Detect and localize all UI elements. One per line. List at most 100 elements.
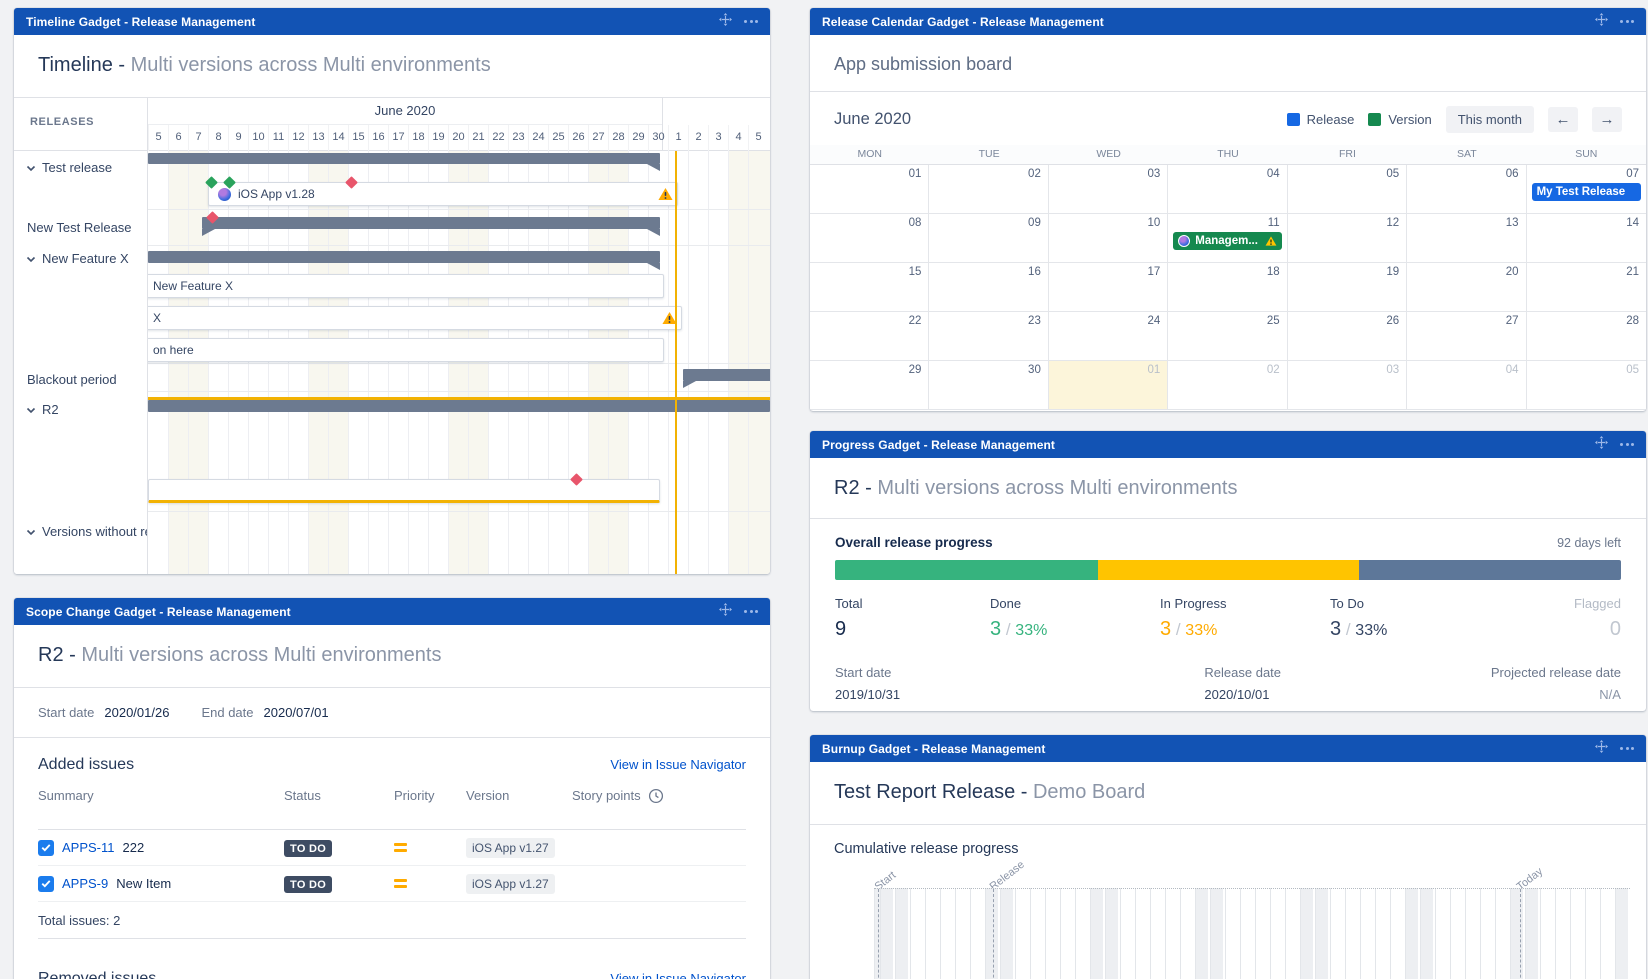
task-issue-type-icon [38,875,54,892]
move-icon[interactable] [1595,12,1608,31]
weekday-label: THU [1217,148,1239,160]
weekday-label: TUE [978,148,1000,160]
timeline-month-label: June 2020 [148,98,662,125]
axis-day-tick: 19 [428,125,448,151]
timeline-row-new-feature-x[interactable]: New Feature X [14,250,147,266]
calendar-day-cell: 06 [1407,165,1527,214]
issue-key-link[interactable]: APPS-9 [62,876,109,891]
day-gridline [468,151,469,574]
stat-value: 3 / 33% [1160,618,1330,641]
day-gridline [748,151,749,574]
day-gridline [308,151,309,574]
day-number: 29 [908,364,922,376]
calendar-day-cell: 18 [1168,263,1288,312]
stat-number: 3 [1160,618,1172,640]
calendar-gadget-header: Release Calendar Gadget - Release Manage… [810,8,1646,35]
axis-day-tick: 18 [408,125,428,151]
day-number: 07 [1626,168,1639,180]
issue-version-cell: iOS App v1.27 [466,837,572,858]
issues-table-header: Summary Status Priority Version Story points [38,776,746,830]
day-gridline [508,151,509,574]
more-options-icon[interactable] [744,20,758,23]
chevron-down-icon [26,251,36,266]
more-options-icon[interactable] [1620,747,1634,750]
warning-icon [1265,236,1277,246]
x-bar[interactable]: X [148,306,682,330]
calendar-grid: 01 02 03 04 05 06 07 My Test Release 08 09 10 11 Man… [810,164,1646,410]
stat-value: 3 / 33% [990,618,1160,641]
ios-app-v1-28-bar[interactable]: iOS App v1.28 [208,182,678,206]
move-icon[interactable] [1595,739,1608,758]
r2-task-bar[interactable] [148,479,660,503]
day-number: 28 [1626,315,1639,327]
removed-issues-section: Removed issues View in Issue Navigator [38,970,746,979]
projected-release-date-block: Projected release date N/A [1440,665,1621,702]
day-number: 20 [1505,266,1519,278]
chevron-down-icon [26,524,36,539]
issue-key-link[interactable]: APPS-11 [62,840,115,855]
timeline-row-versions-without-rel[interactable]: Versions without rel... [14,523,147,539]
day-gridline [688,151,689,574]
calendar-day-cell: 17 [1048,263,1169,312]
burnup-gadget-header: Burnup Gadget - Release Management [810,735,1646,762]
day-gridline [568,151,569,574]
progress-gadget: Progress Gadget - Release Management R2 … [810,431,1646,711]
axis-day-tick: 3 [708,125,728,151]
scope-gadget-header-title: Scope Change Gadget - Release Management [26,604,291,619]
start-date-label: Start date [38,705,95,720]
view-in-issue-navigator-link[interactable]: View in Issue Navigator [610,757,746,772]
new-feature-x-bar[interactable]: New Feature X [148,274,664,298]
calendar-day-cell: 09 [929,214,1049,263]
day-number: 22 [908,315,922,327]
arrow-left-icon[interactable]: ← [1548,107,1578,132]
stat-value: 0 [1500,618,1621,641]
new-feature-x-version-span [148,251,660,270]
column-header-summary: Summary [38,788,94,803]
on-here-bar[interactable]: on here [148,338,664,362]
view-in-issue-navigator-link[interactable]: View in Issue Navigator [610,971,746,979]
more-options-icon[interactable] [1620,443,1634,446]
day-number: 23 [1028,315,1041,327]
day-gridline [528,151,529,574]
timeline-gadget: Timeline Gadget - Release Management Tim… [14,8,770,574]
start-date-block: Start date 2019/10/31 [835,665,1204,702]
this-month-button[interactable]: This month [1445,106,1534,133]
new-test-release-version-span [202,217,660,236]
timeline-row-test-release[interactable]: Test release [14,159,147,175]
move-icon[interactable] [719,602,732,621]
r2-version-span [148,400,770,412]
version-event-chip[interactable]: Managem... [1173,232,1282,250]
calendar-day-cell: 07 My Test Release [1526,165,1646,214]
calendar-day-cell: 13 [1407,214,1527,263]
day-gridline [208,151,209,574]
axis-day-tick: 28 [608,125,628,151]
stat-value: 3 / 33% [1330,618,1500,641]
release-event-chip[interactable]: My Test Release [1531,183,1641,201]
day-gridline [628,151,629,574]
stat-number: 3 [990,618,1002,640]
axis-day-tick: 8 [208,125,228,151]
timeline-row-r2[interactable]: R2 [14,401,147,417]
day-number: 05 [1626,364,1639,376]
row-divider [148,209,770,210]
day-number: 05 [1386,168,1400,180]
timeline-row-label-text: Blackout period [27,371,117,387]
axis-day-tick: 1 [668,125,688,151]
calendar-weekday-header: MON TUE WED THU FRI SAT SUN [810,145,1646,164]
more-options-icon[interactable] [1620,20,1634,23]
move-icon[interactable] [719,12,732,31]
day-gridline [608,151,609,574]
arrow-right-icon[interactable]: → [1592,107,1622,132]
column-header-status: Status [284,788,321,803]
progress-title-dark: R2 - [834,477,872,499]
day-number: 02 [1028,168,1041,180]
calendar-day-cell: 04 [1407,361,1527,410]
move-icon[interactable] [1595,435,1608,454]
more-options-icon[interactable] [744,610,758,613]
timeline-row-blackout-period[interactable]: Blackout period [14,371,147,387]
calendar-day-cell: 14 [1526,214,1646,263]
calendar-day-cell: 16 [929,263,1049,312]
in-progress-bar-segment [1097,560,1360,580]
day-number: 11 [1267,217,1280,229]
timeline-row-new-test-release[interactable]: New Test Release [14,219,147,235]
